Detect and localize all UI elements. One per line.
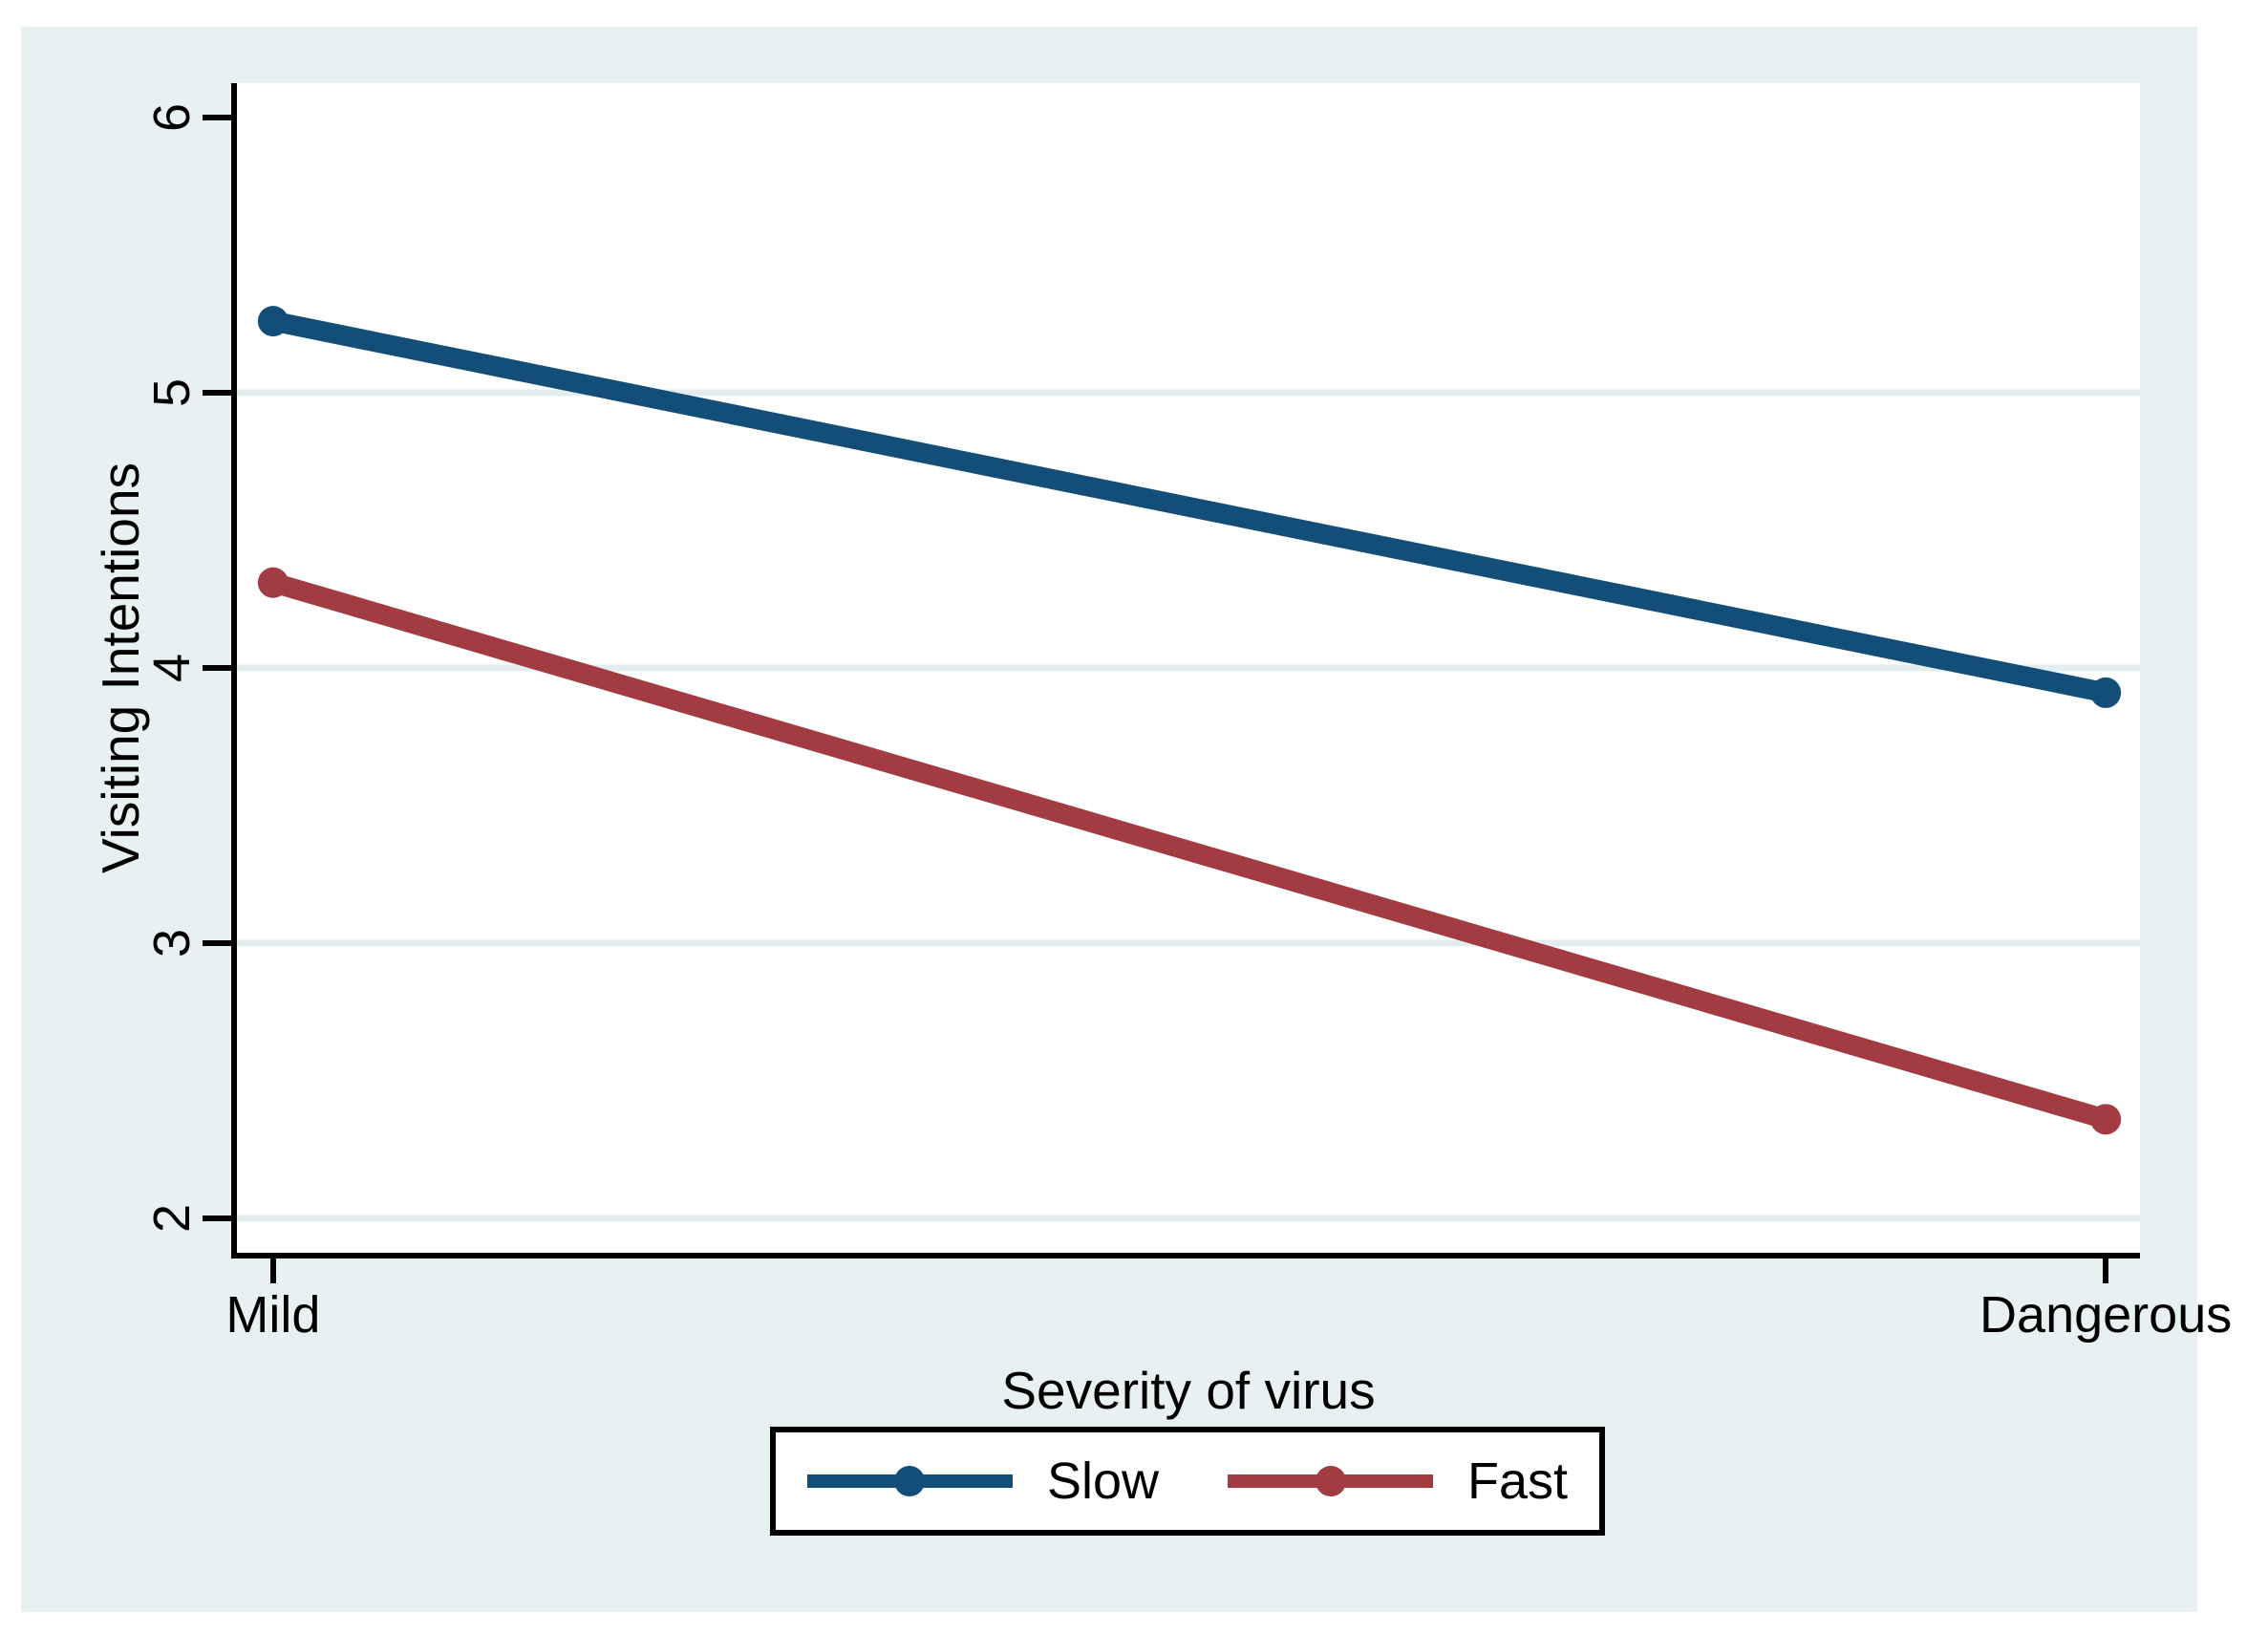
y-tick — [203, 390, 231, 396]
x-tick-label-mild: Mild — [225, 1286, 321, 1344]
chart-canvas — [237, 306, 2140, 1222]
fast-marker-icon — [1315, 1466, 1346, 1496]
y-axis-title-text: Visiting Intentions — [91, 462, 150, 874]
legend-label-fast: Fast — [1467, 1452, 1569, 1510]
data-point-slow — [2090, 677, 2122, 708]
series-line-slow — [270, 311, 2108, 703]
data-point-fast — [257, 567, 289, 598]
legend-item-fast: Fast — [1228, 1453, 1568, 1509]
y-tick — [203, 665, 231, 671]
data-point-slow — [257, 306, 289, 337]
slow-line-swatch — [806, 1466, 1013, 1496]
legend: Slow Fast — [770, 1427, 1605, 1536]
x-tick-label-dangerous: Dangerous — [1979, 1286, 2233, 1344]
slow-marker-icon — [894, 1466, 926, 1496]
series-line-fast — [269, 572, 2109, 1129]
x-axis-title: Severity of virus — [1001, 1361, 1376, 1420]
x-axis-line — [231, 1253, 2140, 1259]
data-point-fast — [2090, 1104, 2122, 1135]
y-axis-line — [231, 83, 237, 1259]
x-tick — [269, 1259, 276, 1283]
y-tick — [203, 1215, 231, 1221]
y-tick — [203, 115, 231, 120]
x-tick — [2103, 1259, 2109, 1283]
y-tick — [203, 940, 231, 946]
fast-line-swatch — [1228, 1466, 1433, 1496]
legend-item-slow: Slow — [806, 1452, 1159, 1510]
legend-label-slow: Slow — [1046, 1452, 1159, 1510]
plot-area — [237, 83, 2140, 1253]
